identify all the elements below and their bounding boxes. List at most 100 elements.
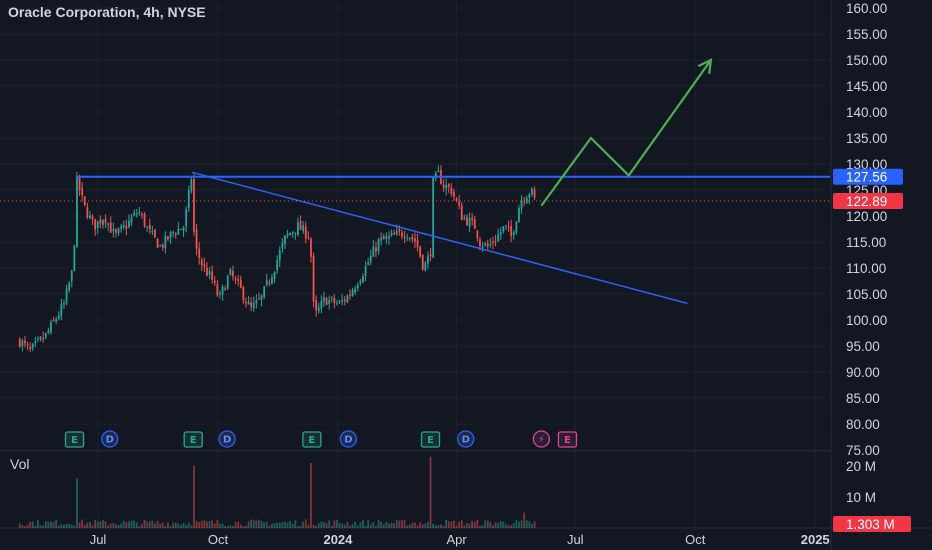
candle-body xyxy=(406,237,409,239)
time-tick-label: Oct xyxy=(685,532,706,547)
volume-bar xyxy=(42,525,45,528)
candle-body xyxy=(445,185,448,189)
volume-bar xyxy=(453,520,455,528)
volume-bar xyxy=(356,525,359,528)
time-tick-label: Apr xyxy=(446,532,467,547)
candle-body xyxy=(99,219,102,224)
volume-bar xyxy=(442,525,445,528)
candle-body xyxy=(447,184,450,187)
volume-bar xyxy=(130,520,133,528)
volume-bar xyxy=(258,519,260,528)
volume-tick-label: 10 M xyxy=(846,490,876,505)
volume-bar xyxy=(473,521,476,528)
candle-body xyxy=(206,267,208,276)
dividend-marker[interactable]: D xyxy=(339,430,358,448)
volume-tick-label: 20 M xyxy=(846,459,876,474)
volume-bar xyxy=(268,525,271,528)
split-glyph: ⚡ xyxy=(538,435,545,446)
volume-bar xyxy=(276,522,279,528)
earnings-marker[interactable]: E xyxy=(183,431,203,448)
volume-bar xyxy=(260,521,263,528)
time-axis[interactable]: Jul Oct 2024 Apr Jul Oct 2025 xyxy=(90,532,830,547)
candle-body xyxy=(242,287,245,301)
volume-bar xyxy=(489,521,492,528)
volume-bar xyxy=(193,466,195,528)
candle-body xyxy=(34,341,37,344)
volume-bar xyxy=(159,523,162,528)
volume-bar xyxy=(505,524,507,528)
price-axis[interactable]: 160.00 155.00 150.00 145.00 140.00 135.00 130.… xyxy=(846,1,887,458)
volume-bar xyxy=(174,522,177,528)
earnings-marker[interactable]: E xyxy=(557,431,578,448)
dividend-badge xyxy=(101,430,119,448)
earnings-marker[interactable]: E xyxy=(64,431,85,448)
candle-body xyxy=(510,225,513,236)
dividend-marker[interactable]: D xyxy=(218,430,236,448)
volume-pane-label: Vol xyxy=(10,456,30,472)
price-tick-label: 150.00 xyxy=(846,53,887,68)
volume-bar xyxy=(37,519,39,528)
volume-bar xyxy=(281,522,284,528)
candle-body xyxy=(364,266,367,276)
candle-body xyxy=(102,220,104,225)
volume-bar xyxy=(177,523,180,528)
volume-bar xyxy=(408,524,411,528)
candle-body xyxy=(109,222,112,233)
volume-bar xyxy=(135,522,138,528)
volume-bar xyxy=(229,525,232,528)
candle-body xyxy=(96,221,99,228)
volume-bar xyxy=(63,525,65,528)
candle-body xyxy=(263,286,266,298)
earnings-badge xyxy=(64,431,85,448)
candle-body xyxy=(497,234,500,241)
volume-bar xyxy=(385,521,388,528)
volume-bar xyxy=(213,523,216,528)
volume-bar xyxy=(44,521,47,528)
candle-body xyxy=(169,231,172,238)
candle-body xyxy=(492,241,494,244)
candle-body xyxy=(55,319,58,322)
candle-body xyxy=(200,259,203,266)
volume-bar xyxy=(494,522,497,528)
price-tick-label: 85.00 xyxy=(846,391,880,406)
volume-bar xyxy=(497,523,500,528)
time-tick-label: 2024 xyxy=(323,532,353,547)
candle-body xyxy=(219,292,221,294)
candle-body xyxy=(120,226,123,229)
volume-bar xyxy=(388,523,390,528)
dividend-marker[interactable]: D xyxy=(101,430,119,448)
volume-bar xyxy=(154,523,156,528)
drawings-layer[interactable] xyxy=(0,58,830,305)
candle-body xyxy=(44,333,47,338)
candle-body xyxy=(382,235,385,240)
volume-bar xyxy=(237,521,240,528)
earnings-badge xyxy=(302,431,322,448)
volume-bar xyxy=(68,523,71,528)
volume-bar xyxy=(380,521,383,528)
candle-body xyxy=(65,289,68,304)
volume-bar xyxy=(211,520,214,528)
earnings-badge xyxy=(557,431,578,448)
candle-body xyxy=(159,245,162,247)
earnings-letter: E xyxy=(190,435,197,446)
candle-body xyxy=(354,288,357,293)
earnings-marker[interactable]: E xyxy=(302,431,322,448)
volume-bar xyxy=(372,522,375,528)
events-layer[interactable]: E D E D E D E D ⚡ E xyxy=(64,430,578,448)
candle-body xyxy=(60,304,63,316)
volume-bar xyxy=(419,522,422,528)
volume-bar xyxy=(437,524,440,528)
candle-body xyxy=(203,264,206,267)
volume-bar xyxy=(393,523,396,528)
price-tick-label: 90.00 xyxy=(846,365,880,380)
candle-body xyxy=(37,338,39,340)
candle-body xyxy=(312,256,315,302)
volume-bar xyxy=(156,520,159,528)
price-tick-label: 100.00 xyxy=(846,313,887,328)
volume-bar xyxy=(333,520,336,528)
split-marker[interactable]: ⚡ xyxy=(532,430,551,448)
dividend-marker[interactable]: D xyxy=(457,430,475,448)
earnings-marker[interactable]: E xyxy=(420,431,441,448)
candle-body xyxy=(401,232,403,237)
